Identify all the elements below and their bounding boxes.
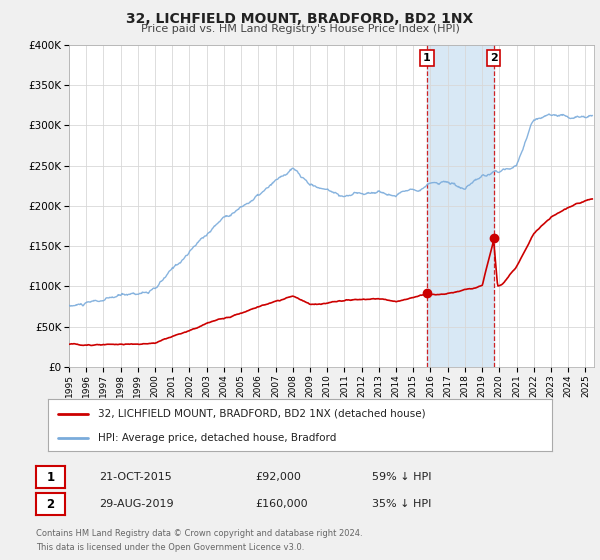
Text: This data is licensed under the Open Government Licence v3.0.: This data is licensed under the Open Gov… xyxy=(36,543,304,552)
Text: 2: 2 xyxy=(490,53,497,63)
Text: 29-AUG-2019: 29-AUG-2019 xyxy=(99,499,173,509)
Text: 32, LICHFIELD MOUNT, BRADFORD, BD2 1NX (detached house): 32, LICHFIELD MOUNT, BRADFORD, BD2 1NX (… xyxy=(98,409,426,419)
Text: 59% ↓ HPI: 59% ↓ HPI xyxy=(372,472,431,482)
Text: 2: 2 xyxy=(46,497,55,511)
Text: £160,000: £160,000 xyxy=(255,499,308,509)
Text: 32, LICHFIELD MOUNT, BRADFORD, BD2 1NX: 32, LICHFIELD MOUNT, BRADFORD, BD2 1NX xyxy=(127,12,473,26)
Text: 21-OCT-2015: 21-OCT-2015 xyxy=(99,472,172,482)
Text: 1: 1 xyxy=(423,53,431,63)
Text: Price paid vs. HM Land Registry's House Price Index (HPI): Price paid vs. HM Land Registry's House … xyxy=(140,24,460,34)
Text: Contains HM Land Registry data © Crown copyright and database right 2024.: Contains HM Land Registry data © Crown c… xyxy=(36,529,362,538)
Text: HPI: Average price, detached house, Bradford: HPI: Average price, detached house, Brad… xyxy=(98,433,337,443)
Text: 35% ↓ HPI: 35% ↓ HPI xyxy=(372,499,431,509)
Text: 1: 1 xyxy=(46,470,55,484)
Bar xyxy=(427,45,494,367)
Text: £92,000: £92,000 xyxy=(255,472,301,482)
